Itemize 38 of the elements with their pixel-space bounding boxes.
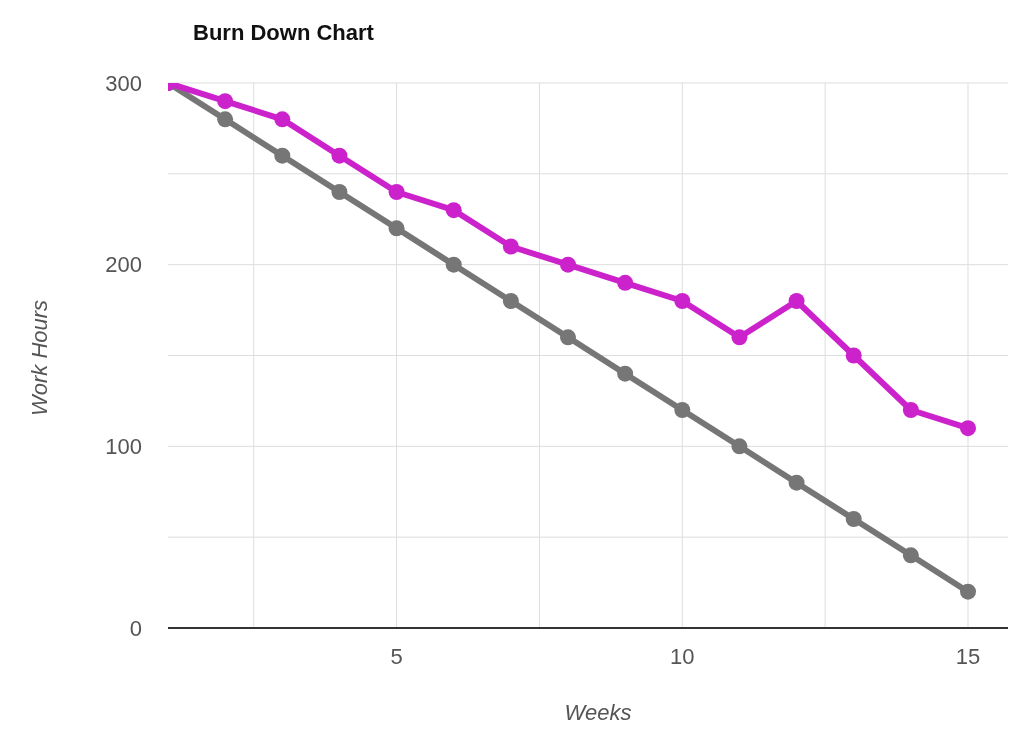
y-tick-label: 0 [129,615,142,641]
point [331,184,348,200]
point [560,256,576,273]
x-axis-title: Weeks [564,700,632,726]
point [274,147,291,164]
point [788,474,805,491]
point [217,93,234,110]
point [674,402,691,418]
x-tick-label: 10 [670,643,695,669]
point [845,347,862,364]
x-tick-label: 15 [955,643,981,669]
point [960,420,976,437]
point [617,274,634,291]
y-axis-title: Work Hours [27,299,53,417]
point [902,547,919,564]
point [788,293,805,309]
point [331,147,348,164]
y-tick-label: 200 [105,252,142,278]
point [731,329,748,346]
chart-title: Burn Down Chart [193,20,374,46]
point [445,202,462,219]
point [674,293,691,309]
point [388,184,405,200]
point [502,293,519,309]
point [217,111,234,128]
point [560,329,576,346]
point [274,111,291,128]
point [960,583,976,600]
point [445,256,462,273]
point [388,220,405,237]
x-tick-label: 5 [390,643,403,669]
point [845,511,862,527]
point [617,365,634,382]
point [731,438,748,455]
point [502,238,519,255]
y-tick-label: 300 [105,70,142,96]
y-tick-label: 100 [105,434,142,460]
point [902,402,919,418]
